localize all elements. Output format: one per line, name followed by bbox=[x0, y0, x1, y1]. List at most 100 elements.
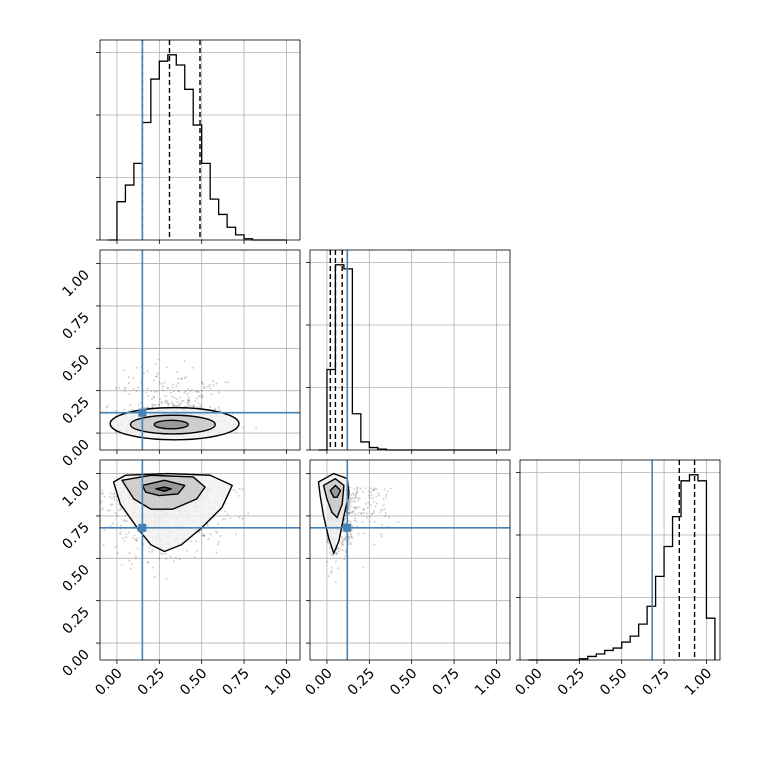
sample-point bbox=[119, 506, 122, 509]
sample-point bbox=[161, 553, 164, 556]
sample-point bbox=[187, 387, 190, 390]
panel-frame bbox=[99, 249, 301, 451]
sample-point bbox=[330, 566, 333, 569]
sample-point bbox=[112, 492, 115, 495]
sample-point bbox=[175, 398, 178, 401]
sample-point bbox=[182, 399, 185, 402]
sample-point bbox=[164, 552, 167, 555]
sample-point bbox=[350, 536, 353, 539]
sample-point bbox=[125, 520, 128, 523]
sample-point bbox=[154, 362, 157, 365]
sample-point bbox=[356, 525, 359, 528]
y-tick-label: 0.00 bbox=[59, 647, 92, 680]
sample-point bbox=[156, 372, 159, 375]
sample-point bbox=[123, 519, 126, 522]
sample-point bbox=[373, 509, 376, 512]
sample-point bbox=[113, 495, 116, 498]
sample-point bbox=[352, 497, 355, 500]
sample-point bbox=[209, 405, 212, 408]
sample-point bbox=[238, 516, 241, 519]
sample-point bbox=[351, 492, 354, 495]
sample-point bbox=[335, 552, 338, 555]
sample-point bbox=[357, 512, 360, 515]
sample-point bbox=[367, 501, 370, 504]
sample-point bbox=[386, 490, 389, 493]
sample-point bbox=[344, 535, 347, 538]
y-tick-label: 0.00 bbox=[59, 437, 92, 470]
sample-point bbox=[372, 511, 375, 514]
sample-point bbox=[247, 512, 250, 515]
sample-point bbox=[190, 540, 193, 543]
sample-point bbox=[200, 529, 203, 532]
sample-point bbox=[388, 516, 391, 519]
sample-point bbox=[342, 543, 345, 546]
sample-point bbox=[349, 502, 352, 505]
y-tick-label: 0.75 bbox=[59, 309, 92, 342]
sample-point bbox=[186, 401, 189, 404]
sample-point bbox=[98, 377, 100, 379]
sample-point bbox=[135, 366, 138, 369]
sample-point bbox=[215, 382, 218, 385]
sample-point bbox=[124, 514, 127, 517]
sample-point bbox=[375, 487, 378, 490]
sample-point bbox=[114, 545, 117, 548]
sample-point bbox=[123, 519, 126, 522]
sample-point bbox=[203, 534, 206, 537]
sample-point bbox=[362, 490, 365, 493]
sample-point bbox=[97, 430, 99, 432]
sample-point bbox=[326, 538, 329, 541]
sample-point bbox=[349, 497, 352, 500]
sample-point bbox=[187, 403, 190, 406]
sample-point bbox=[169, 555, 172, 558]
sample-point bbox=[186, 405, 189, 408]
sample-point bbox=[359, 487, 362, 490]
sample-point bbox=[340, 543, 343, 546]
sample-point bbox=[349, 541, 352, 544]
sample-point bbox=[173, 390, 176, 393]
sample-point bbox=[146, 387, 149, 390]
sample-point bbox=[330, 553, 333, 556]
sample-point bbox=[363, 508, 366, 511]
sample-point bbox=[352, 510, 355, 513]
density-panel-0-1: 0.00 0.25 0.50 0.75 1.00 bbox=[59, 249, 301, 470]
x-tick-label: 0.00 bbox=[92, 666, 125, 699]
sample-point bbox=[326, 541, 329, 544]
sample-point bbox=[354, 494, 357, 497]
sample-point bbox=[96, 497, 98, 499]
x-tick-label: 0.50 bbox=[597, 666, 630, 699]
sample-point bbox=[187, 402, 190, 405]
sample-point bbox=[382, 498, 385, 501]
sample-point bbox=[187, 398, 190, 401]
sample-point bbox=[383, 515, 386, 518]
sample-point bbox=[212, 380, 215, 383]
density-panel-1-2: 0.00 0.25 0.50 0.75 1.00 bbox=[302, 459, 511, 699]
sample-point bbox=[202, 382, 205, 385]
density-fill bbox=[154, 420, 189, 429]
y-tick-label: 1.00 bbox=[59, 267, 92, 300]
sample-point bbox=[176, 401, 179, 404]
sample-point bbox=[344, 555, 347, 558]
sample-point bbox=[155, 375, 158, 378]
sample-point bbox=[150, 397, 153, 400]
sample-point bbox=[352, 511, 355, 514]
sample-point bbox=[133, 534, 136, 537]
sample-point bbox=[179, 396, 182, 399]
sample-point bbox=[120, 563, 123, 566]
sample-point bbox=[147, 550, 150, 553]
sample-point bbox=[178, 558, 181, 561]
sample-point bbox=[192, 404, 195, 407]
sample-point bbox=[349, 505, 352, 508]
sample-point bbox=[173, 396, 176, 399]
sample-point bbox=[226, 381, 229, 384]
x-tick-label: 0.25 bbox=[135, 666, 168, 699]
sample-point bbox=[350, 511, 353, 514]
sample-point bbox=[195, 540, 198, 543]
sample-point bbox=[364, 487, 367, 490]
sample-point bbox=[207, 537, 210, 540]
sample-point bbox=[349, 532, 352, 535]
sample-point bbox=[167, 402, 170, 405]
sample-point bbox=[162, 389, 165, 392]
sample-point bbox=[86, 429, 88, 431]
x-tick-label: 0.75 bbox=[640, 666, 673, 699]
sample-point bbox=[350, 535, 353, 538]
